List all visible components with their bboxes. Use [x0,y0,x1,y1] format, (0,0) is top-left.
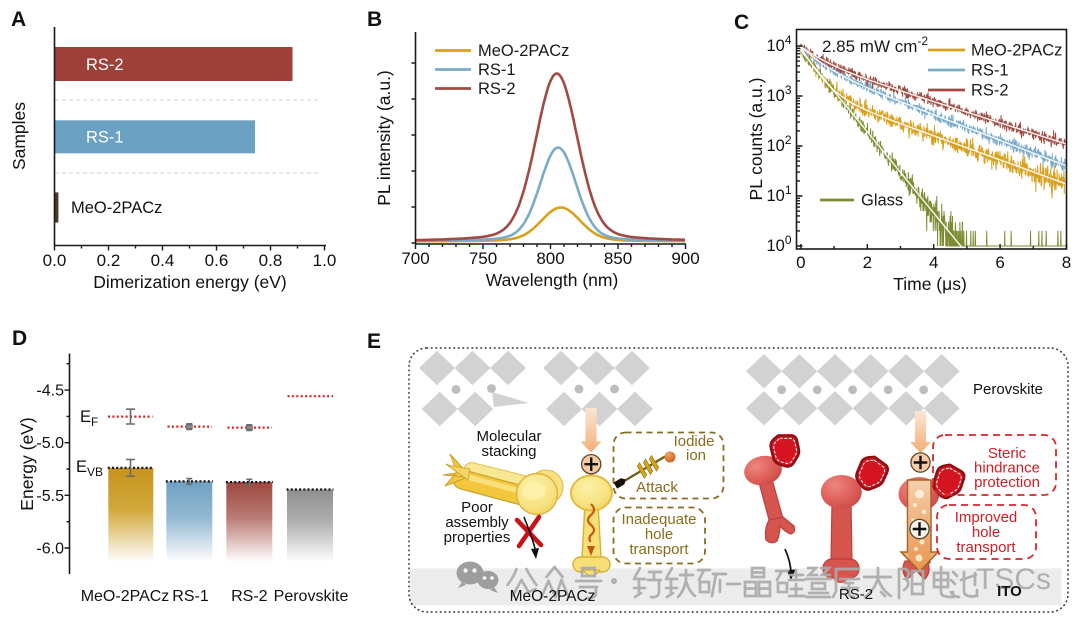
svg-text:Steric: Steric [988,445,1027,462]
svg-text:Iodide: Iodide [674,433,715,450]
svg-text:MeO-2PACz: MeO-2PACz [971,42,1062,60]
svg-text:stacking: stacking [481,443,536,460]
svg-text:-5.5: -5.5 [36,488,64,505]
svg-text:Dimerization energy (eV): Dimerization energy (eV) [93,272,287,292]
svg-text:0.8: 0.8 [259,251,283,270]
svg-text:2: 2 [863,253,872,272]
svg-text:8: 8 [1062,253,1071,272]
svg-text:A: A [11,8,26,31]
svg-text:ITO: ITO [997,583,1022,600]
svg-text:RS-2: RS-2 [231,588,268,605]
svg-text:B: B [367,8,382,31]
svg-text:hole: hole [645,526,673,543]
svg-text:MeO-2PACz: MeO-2PACz [71,199,162,217]
svg-text:RS-1: RS-1 [971,62,1009,80]
svg-text:transport: transport [629,541,689,558]
svg-text:RS-2: RS-2 [839,586,873,603]
svg-text:PL intensity (a.u.): PL intensity (a.u.) [374,70,394,206]
svg-text:0.0: 0.0 [43,251,67,270]
svg-text:E: E [367,330,381,353]
svg-text:MeO-2PACz: MeO-2PACz [510,588,596,605]
svg-text:assembly: assembly [445,514,509,531]
svg-text:RS-1: RS-1 [478,61,516,79]
svg-text:-6.0: -6.0 [36,541,64,558]
svg-text:Glass: Glass [861,192,903,210]
svg-text:Time (μs): Time (μs) [893,274,967,294]
svg-text:PL counts (a.u.): PL counts (a.u.) [746,78,766,201]
svg-text:0.2: 0.2 [97,251,121,270]
svg-text:2.85 mW cm-2: 2.85 mW cm-2 [822,34,928,56]
svg-text:Wavelength (nm): Wavelength (nm) [486,270,619,290]
svg-text:0.6: 0.6 [205,251,229,270]
svg-text:Improved: Improved [955,509,1018,526]
svg-text:transport: transport [956,539,1016,556]
svg-text:0.4: 0.4 [151,251,175,270]
svg-text:900: 900 [671,249,699,268]
svg-text:D: D [12,327,27,350]
svg-text:1.0: 1.0 [313,251,337,270]
svg-text:700: 700 [401,249,429,268]
svg-text:-5.0: -5.0 [36,435,64,452]
svg-text:Attack: Attack [636,479,678,496]
svg-text:Molecular: Molecular [476,428,541,445]
svg-text:4: 4 [929,253,938,272]
svg-text:hole: hole [972,524,1000,541]
svg-text:-4.5: -4.5 [36,383,64,400]
svg-text:C: C [734,11,749,34]
svg-text:6: 6 [995,253,1004,272]
svg-text:properties: properties [444,529,511,546]
svg-text:0: 0 [796,253,805,272]
svg-text:MeO-2PACz: MeO-2PACz [478,42,569,60]
svg-text:850: 850 [604,249,632,268]
svg-text:RS-1: RS-1 [172,588,209,605]
svg-text:RS-1: RS-1 [86,129,124,147]
svg-text:TSCs: TSCs [976,563,1051,596]
svg-text:Samples: Samples [9,102,29,170]
svg-text:750: 750 [469,249,497,268]
svg-text:ion: ion [686,447,706,464]
svg-text:protection: protection [974,474,1040,491]
svg-text:RS-2: RS-2 [478,80,516,98]
svg-text:Perovskite: Perovskite [274,588,349,605]
svg-text:RS-2: RS-2 [971,82,1009,100]
svg-text:MeO-2PACz: MeO-2PACz [81,588,170,605]
svg-text:RS-2: RS-2 [86,56,124,74]
svg-text:Perovskite: Perovskite [973,381,1043,398]
svg-text:Inadequate: Inadequate [621,511,696,528]
svg-text:Energy (eV): Energy (eV) [17,417,37,510]
svg-text:Poor: Poor [461,499,493,516]
svg-text:hindrance: hindrance [974,460,1040,477]
svg-text:800: 800 [536,249,564,268]
